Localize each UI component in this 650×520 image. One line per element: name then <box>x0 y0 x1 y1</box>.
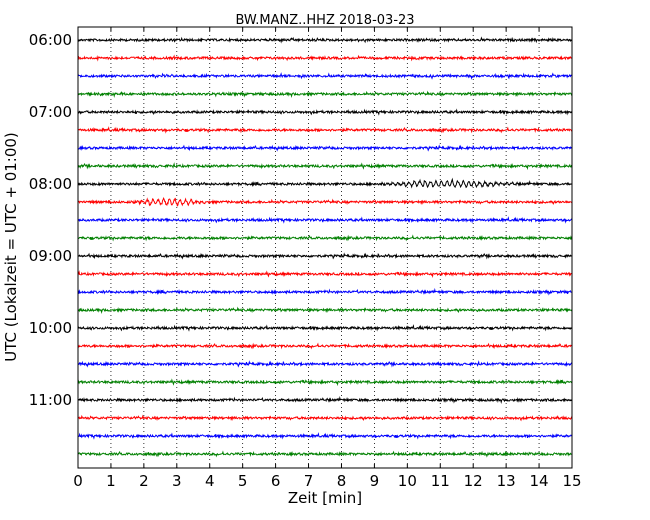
y-tick-label: 08:00 <box>29 175 72 193</box>
y-axis: 06:00 07:00 08:00 09:00 10:00 11:00 <box>29 31 572 409</box>
chart-title: BW.MANZ..HHZ 2018-03-23 <box>235 13 414 28</box>
trace-line <box>77 36 573 44</box>
trace-line <box>77 395 573 404</box>
trace-line <box>77 287 573 296</box>
x-tick-label: 7 <box>304 472 314 490</box>
trace-line <box>77 360 573 368</box>
trace-line <box>77 197 573 207</box>
trace-line <box>77 270 573 278</box>
trace-line <box>77 252 573 260</box>
y-tick-label: 06:00 <box>29 31 72 49</box>
trace-line <box>77 144 573 152</box>
x-tick-label: 13 <box>497 472 516 490</box>
trace-line <box>77 90 573 98</box>
x-tick-label: 0 <box>73 472 83 490</box>
x-tick-label: 2 <box>139 472 149 490</box>
trace-line <box>77 162 573 171</box>
x-tick-label: 12 <box>464 472 483 490</box>
trace-group <box>77 36 573 458</box>
trace-line <box>77 54 573 62</box>
trace-line <box>77 126 573 134</box>
y-tick-label: 07:00 <box>29 103 72 121</box>
x-tick-label: 8 <box>337 472 347 490</box>
grid-lines <box>110 27 540 468</box>
y-tick-label: 09:00 <box>29 247 72 265</box>
y-tick-label: 10:00 <box>29 319 72 337</box>
x-axis: 0 1 2 3 4 5 6 7 8 9 10 11 12 13 14 15 <box>73 27 582 490</box>
x-tick-label: 14 <box>530 472 549 490</box>
x-tick-label: 15 <box>562 472 581 490</box>
trace-line <box>77 342 573 350</box>
x-axis-label: Zeit [min] <box>288 489 362 507</box>
trace-line <box>77 324 573 332</box>
x-tick-label: 3 <box>172 472 182 490</box>
x-tick-label: 6 <box>271 472 281 490</box>
trace-line <box>77 414 573 422</box>
x-tick-label: 5 <box>238 472 248 490</box>
trace-line <box>77 177 573 189</box>
trace-line <box>77 234 573 242</box>
trace-line <box>77 306 573 314</box>
x-tick-label: 11 <box>431 472 450 490</box>
plot-area <box>78 27 572 468</box>
plot-frame <box>77 26 573 469</box>
x-tick-label: 4 <box>205 472 215 490</box>
trace-line <box>77 108 573 116</box>
y-tick-label: 11:00 <box>29 391 72 409</box>
x-tick-label: 1 <box>106 472 116 490</box>
trace-line <box>77 432 573 440</box>
trace-line <box>77 72 573 80</box>
trace-line <box>77 216 573 224</box>
y-axis-label: UTC (Lokalzeit = UTC + 01:00) <box>2 132 20 362</box>
trace-line <box>77 450 573 458</box>
x-tick-label: 10 <box>398 472 417 490</box>
trace-line <box>77 378 573 387</box>
x-tick-label: 9 <box>370 472 380 490</box>
